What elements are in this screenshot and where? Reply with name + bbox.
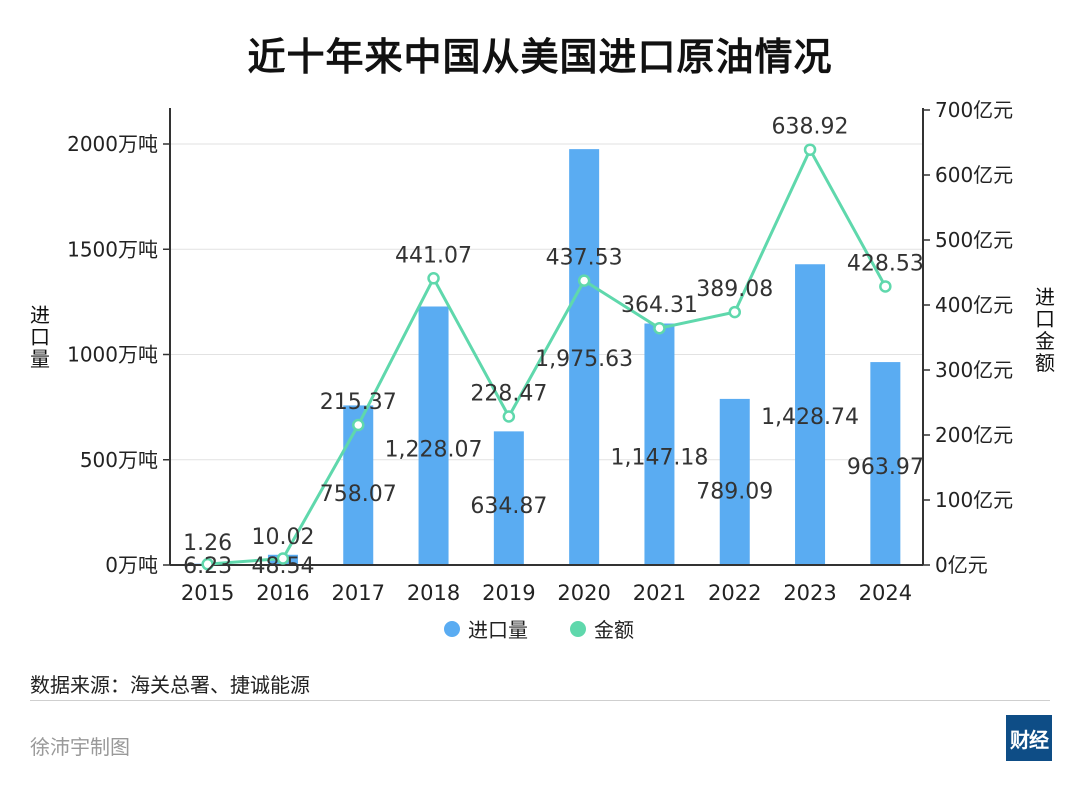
right-tick-label: 300亿元 — [935, 358, 1013, 382]
line-value-label: 389.08 — [696, 277, 773, 302]
right-tick-label: 200亿元 — [935, 423, 1013, 447]
amount-point-2024 — [879, 280, 892, 293]
bar-value-label: 789.09 — [696, 479, 773, 504]
amount-point-2017 — [352, 418, 365, 432]
amount-point-2021 — [653, 321, 666, 335]
line-value-label: 437.53 — [546, 246, 623, 271]
amount-point-2016 — [276, 552, 290, 565]
bar-value-label: 634.87 — [470, 494, 547, 519]
amount-point-2020 — [577, 274, 591, 287]
left-tick-label: 1000万吨 — [67, 343, 158, 367]
left-tick-label: 500万吨 — [80, 448, 158, 472]
bar-2018 — [418, 306, 449, 565]
amount-point-2018 — [427, 272, 440, 285]
divider — [30, 700, 1050, 701]
axes: 0万吨 500万吨 1000万吨 1500万吨 2000万吨 0亿元 100亿元 200亿元 3… — [30, 98, 1055, 605]
bar-2023 — [795, 264, 826, 565]
bar-value-label: 1,975.63 — [535, 347, 633, 372]
line-value-label: 441.07 — [395, 243, 472, 268]
line-value-label: 228.47 — [470, 381, 547, 406]
amount-point-2015 — [201, 557, 214, 571]
bar-2024 — [870, 362, 901, 565]
legend-swatch-import-volume — [444, 621, 460, 637]
legend-label-amount: 金额 — [594, 618, 634, 642]
x-tick-label: 2020 — [557, 581, 610, 605]
left-tick-label: 2000万吨 — [67, 132, 158, 156]
amount-point-2019 — [502, 410, 516, 423]
line-value-label: 428.53 — [847, 251, 924, 276]
left-axis-title: 进口量 — [30, 303, 50, 371]
bar-2022 — [719, 398, 750, 565]
bar-2017 — [343, 405, 374, 565]
line-value-label: 1.26 — [183, 531, 232, 556]
right-tick-label: 700亿元 — [935, 98, 1013, 122]
x-tick-label: 2017 — [332, 581, 385, 605]
legend: 进口量 金额 — [444, 618, 634, 642]
source-note: 数据来源：海关总署、捷诚能源 — [30, 673, 310, 697]
bar-2020 — [569, 149, 600, 565]
amount-line — [207, 148, 887, 566]
right-tick-label: 500亿元 — [935, 228, 1013, 252]
x-tick-label: 2022 — [708, 581, 761, 605]
x-tick-label: 2021 — [633, 581, 686, 605]
right-tick-label: 400亿元 — [935, 293, 1013, 317]
bar-value-label: 48.54 — [251, 554, 314, 579]
x-tick-label: 2023 — [783, 581, 836, 605]
bar-value-label: 963.97 — [847, 455, 924, 480]
right-tick-label: 100亿元 — [935, 488, 1013, 512]
right-axis-title: 进口金额 — [1035, 285, 1055, 375]
bar-value-label: 1,228.07 — [385, 438, 483, 463]
legend-swatch-amount — [570, 621, 586, 637]
line-value-label: 10.02 — [251, 525, 314, 550]
amount-point-2022 — [728, 305, 741, 319]
right-tick-label: 0亿元 — [935, 553, 988, 577]
bar-value-label: 1,147.18 — [610, 445, 708, 470]
credit: 徐沛宇制图 — [30, 735, 130, 759]
publisher-logo: 财经 — [1006, 715, 1052, 761]
bar-2021 — [644, 323, 675, 565]
line-value-label: 638.92 — [772, 115, 849, 140]
bar-value-label: 1,428.74 — [761, 405, 859, 430]
bar-series — [192, 149, 901, 565]
line-value-label: 215.37 — [320, 390, 397, 415]
x-tick-label: 2015 — [181, 581, 234, 605]
left-tick-label: 1500万吨 — [67, 237, 158, 261]
bar-value-label: 758.07 — [320, 482, 397, 507]
bar-value-label: 6.23 — [183, 554, 232, 579]
x-tick-label: 2016 — [256, 581, 309, 605]
x-tick-label: 2024 — [859, 581, 912, 605]
bar-2019 — [493, 431, 524, 565]
left-tick-label: 0万吨 — [105, 553, 158, 577]
amount-point-2023 — [803, 143, 817, 156]
x-tick-label: 2019 — [482, 581, 535, 605]
line-value-label: 364.31 — [621, 293, 698, 318]
data-labels: 6.23 48.54 758.07 1,228.07 634.87 1,975.63 1,1… — [183, 115, 924, 579]
right-tick-label: 600亿元 — [935, 163, 1013, 187]
x-tick-label: 2018 — [407, 581, 460, 605]
chart-title: 近十年来中国从美国进口原油情况 — [247, 35, 833, 79]
line-series — [201, 143, 892, 571]
legend-label-import-volume: 进口量 — [468, 618, 528, 642]
